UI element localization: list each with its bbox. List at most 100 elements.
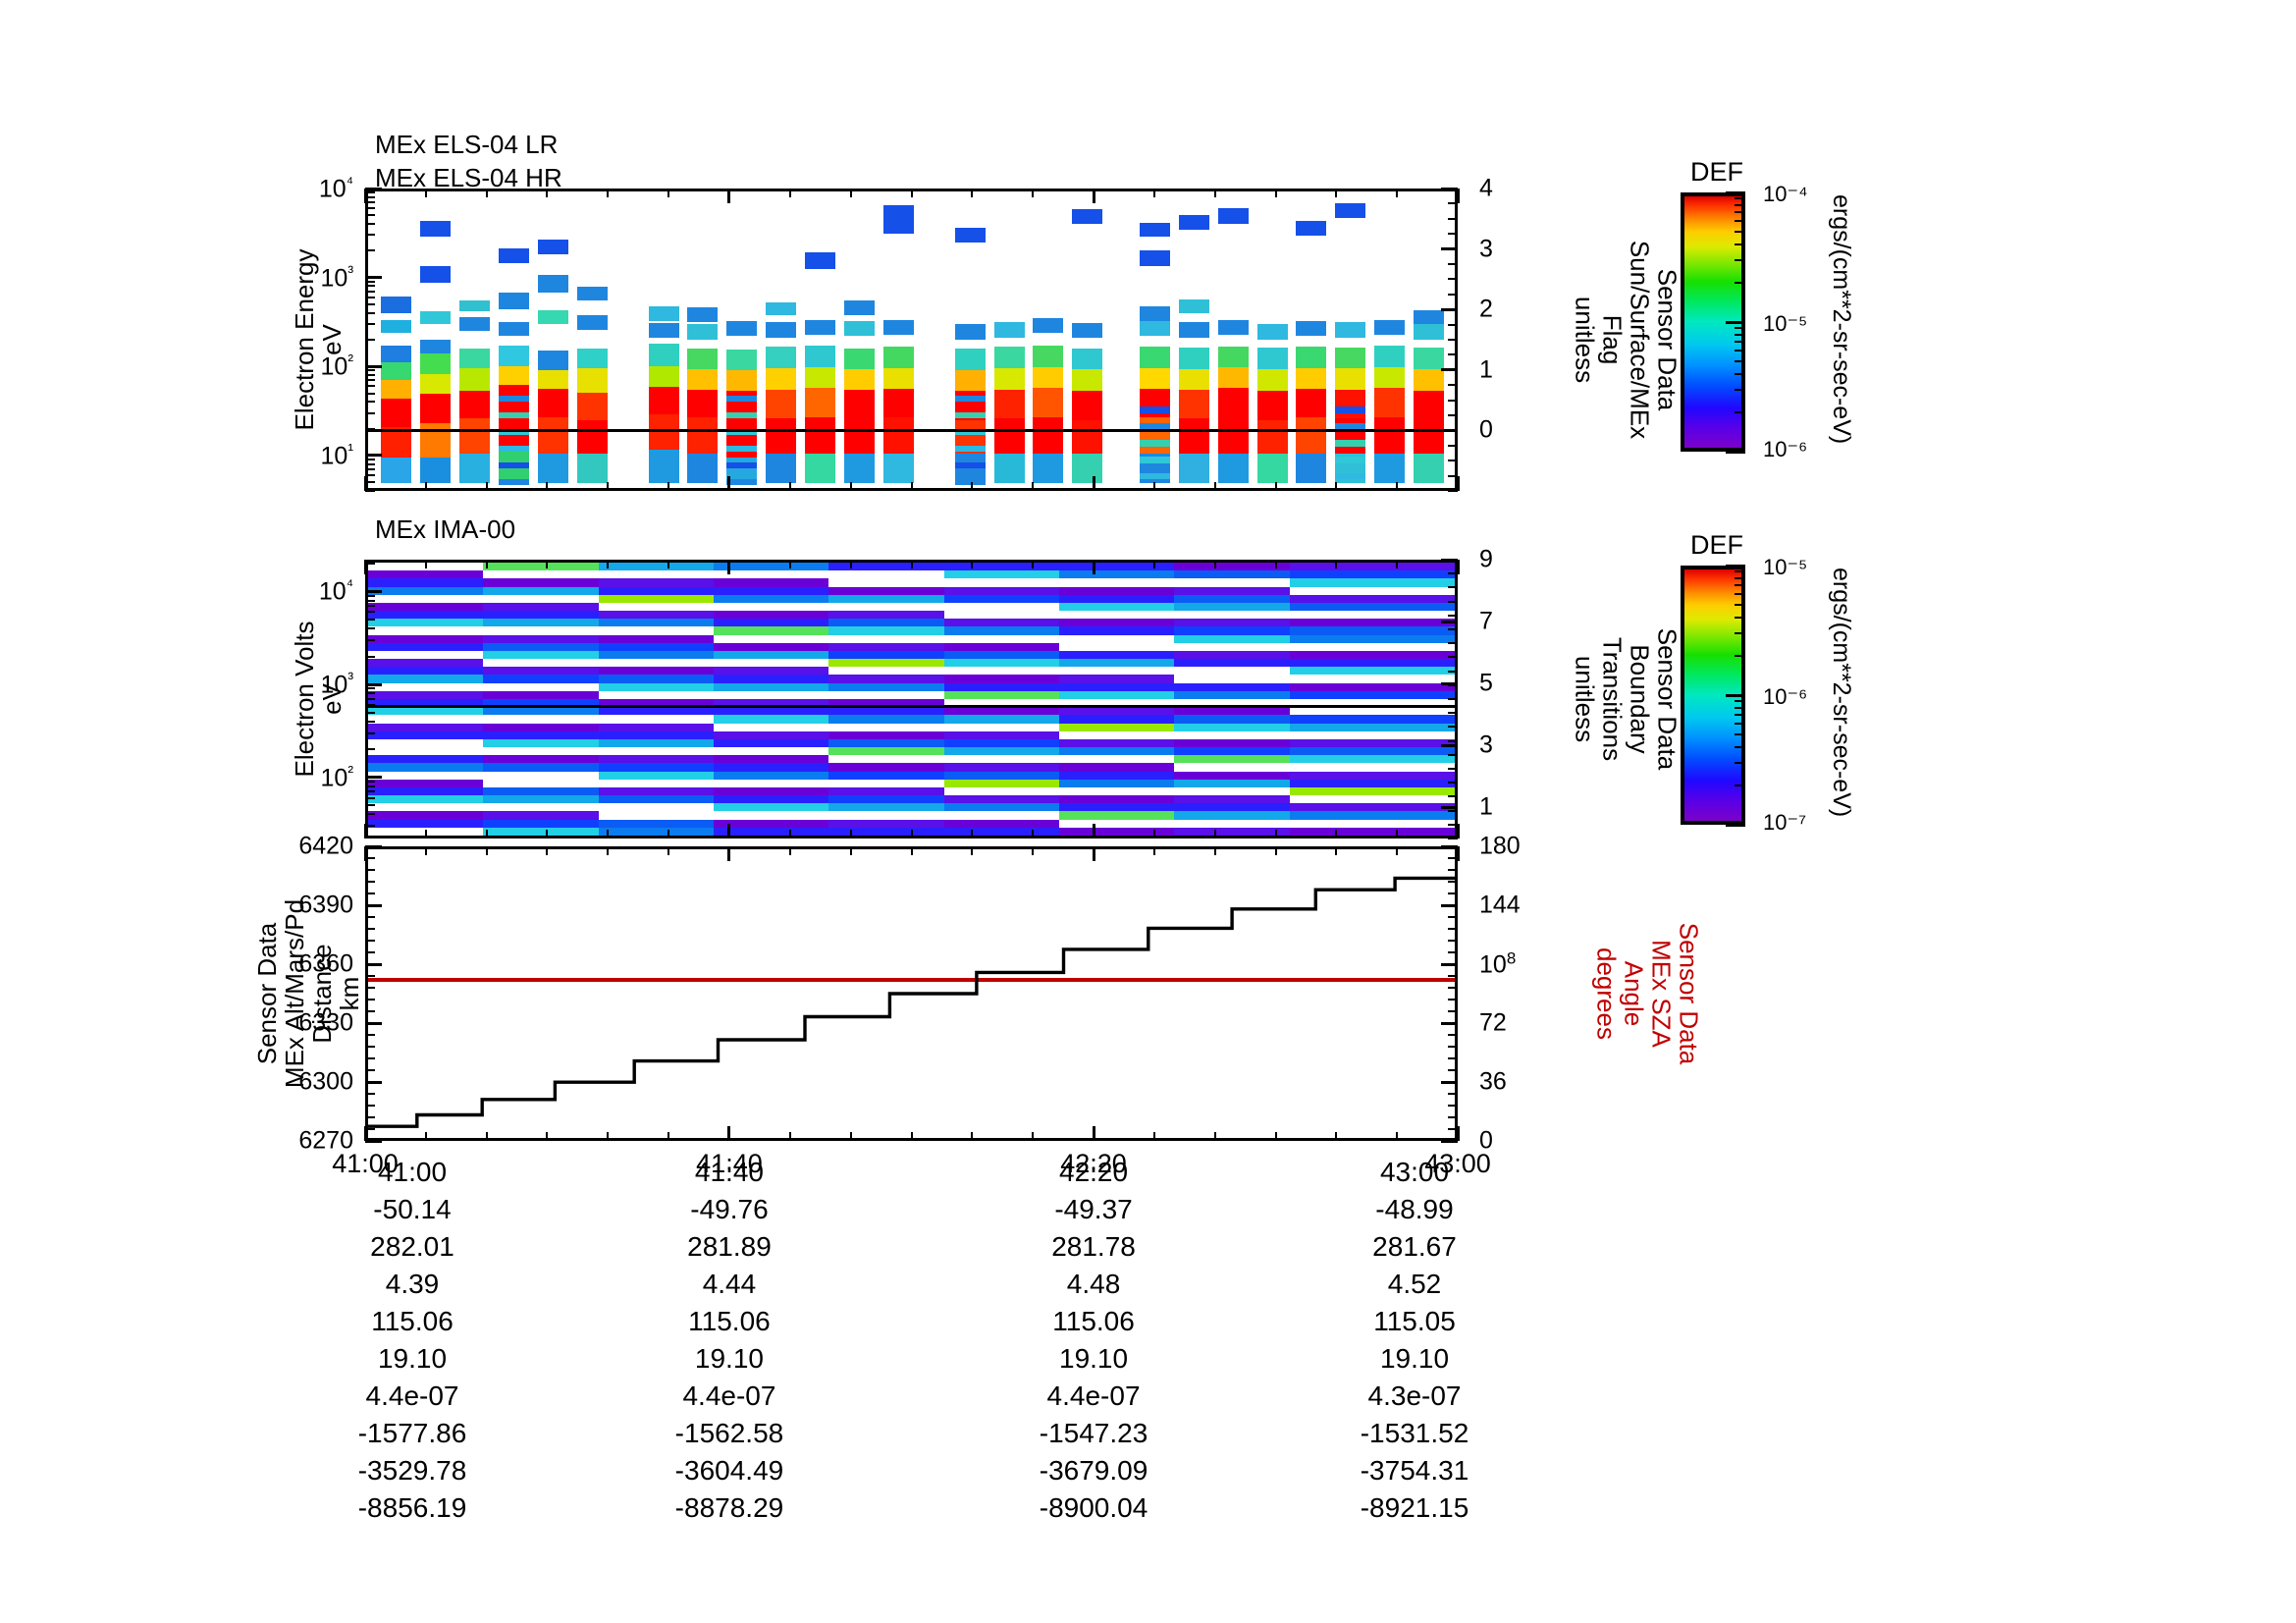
colorbar-els-box bbox=[1681, 192, 1745, 452]
param-value: 4.44 bbox=[702, 1269, 757, 1299]
p2l-l2: eV bbox=[317, 683, 347, 715]
param-value: 4.39 bbox=[385, 1269, 440, 1299]
panel-ima-spectrogram bbox=[365, 560, 1458, 839]
ytick-label-right: 72 bbox=[1479, 1008, 1507, 1037]
param-value: -3754.31 bbox=[1360, 1455, 1469, 1486]
param-value: 19.10 bbox=[694, 1343, 764, 1374]
p3r-l1: Sensor Data bbox=[1674, 922, 1704, 1065]
param-value: 19.10 bbox=[377, 1343, 448, 1374]
param-value: 41:40 bbox=[694, 1157, 764, 1187]
ytick-label-right: 1 bbox=[1479, 792, 1493, 821]
ytick-label-right: 0 bbox=[1479, 1126, 1493, 1155]
param-row: PdLat (deg)-50.14-49.76-49.37-48.99 bbox=[0, 1194, 1531, 1231]
ytick-label: 6420 bbox=[298, 832, 353, 860]
param-value: 281.67 bbox=[1372, 1231, 1457, 1262]
panel1-left-axis-line1: Electron Energy bbox=[290, 248, 319, 431]
param-value: -3529.78 bbox=[357, 1455, 467, 1486]
param-value: 115.06 bbox=[688, 1306, 771, 1336]
param-value: 4.4e-07 bbox=[365, 1380, 459, 1411]
param-row: X-rays (W/m**2)4.4e-074.4e-074.4e-074.3e… bbox=[0, 1380, 1531, 1418]
ytick-label-right: 0 bbox=[1479, 415, 1493, 444]
param-value: -1577.86 bbox=[357, 1418, 467, 1448]
param-value: 281.89 bbox=[687, 1231, 772, 1262]
param-row: MSOX (km)-1577.86-1562.58-1547.23-1531.5… bbox=[0, 1418, 1531, 1455]
colorbar-els-unit: ergs/(cm**2-sr-sec-eV) bbox=[1828, 194, 1855, 445]
param-row: MSOZ (km)-8856.19-8878.29-8900.04-8921.1… bbox=[0, 1492, 1531, 1530]
ytick-label-right: 3 bbox=[1479, 730, 1493, 759]
ytick-label: 10¹ bbox=[320, 440, 353, 470]
param-value: 19.10 bbox=[1379, 1343, 1450, 1374]
param-row: LST (hr)4.394.444.484.52 bbox=[0, 1269, 1531, 1306]
param-value: -8921.15 bbox=[1360, 1492, 1469, 1523]
p1r-l1: Sensor Data bbox=[1652, 268, 1682, 411]
p3r-l2: MEx SZA bbox=[1646, 940, 1677, 1048]
param-value: 281.78 bbox=[1051, 1231, 1136, 1262]
colorbar-els-top-label: 10⁻⁴ bbox=[1763, 182, 1808, 206]
p3l-l3: Distance bbox=[307, 944, 338, 1044]
p3r-l3: Angle bbox=[1619, 960, 1649, 1027]
colorbar-ima-gradient bbox=[1684, 569, 1741, 821]
colorbar-ima-top-label: 10⁻⁵ bbox=[1763, 555, 1808, 579]
panel1-right-axis-label: Sensor Data Sun/Surface/MEx Flag unitles… bbox=[1570, 240, 1682, 440]
param-value: 41:00 bbox=[377, 1157, 448, 1187]
p3l-l1: Sensor Data bbox=[252, 922, 282, 1065]
param-value: -3604.49 bbox=[674, 1455, 784, 1486]
param-value: -3679.09 bbox=[1039, 1455, 1148, 1486]
colorbar-els-mid-label: 10⁻⁵ bbox=[1763, 311, 1808, 336]
colorbar-ima-mid-label: 10⁻⁶ bbox=[1763, 684, 1808, 709]
param-value: -8900.04 bbox=[1039, 1492, 1148, 1523]
param-value: -1547.23 bbox=[1039, 1418, 1148, 1448]
ytick-label-right: 1 bbox=[1479, 355, 1493, 384]
ytick-label-right: 108 bbox=[1479, 948, 1517, 979]
param-value: 4.52 bbox=[1387, 1269, 1442, 1299]
param-value: 115.06 bbox=[371, 1306, 454, 1336]
p2r-l3: Transitions bbox=[1597, 636, 1628, 762]
panel1-left-axis-label: Electron Energy eV bbox=[290, 248, 347, 431]
param-value: 115.06 bbox=[1052, 1306, 1135, 1336]
colorbar-els-bottom-label: 10⁻⁶ bbox=[1763, 437, 1808, 461]
param-value: -49.37 bbox=[1054, 1194, 1133, 1224]
panel1-left-axis-line2: eV bbox=[317, 324, 347, 355]
ytick-label-right: 3 bbox=[1479, 235, 1493, 263]
param-value: 4.4e-07 bbox=[682, 1380, 776, 1411]
colorbar-els-title: DEF bbox=[1690, 157, 1743, 187]
p3r-l4: degrees bbox=[1591, 947, 1622, 1040]
ytick-label-right: 144 bbox=[1479, 891, 1521, 919]
param-value: 43:00 bbox=[1379, 1157, 1450, 1187]
panel2-right-axis-label: Sensor Data Boundary Transitions unitles… bbox=[1570, 627, 1682, 771]
ytick-label-right: 9 bbox=[1479, 545, 1493, 573]
param-value: -8878.29 bbox=[674, 1492, 784, 1523]
ytick-label-right: 7 bbox=[1479, 607, 1493, 635]
p2r-l1: Sensor Data bbox=[1652, 627, 1682, 771]
param-value: -1531.52 bbox=[1360, 1418, 1469, 1448]
param-value: 4.4e-07 bbox=[1046, 1380, 1141, 1411]
panel3-right-axis-label: Sensor Data MEx SZA Angle degrees bbox=[1591, 922, 1704, 1065]
colorbar-ima-box bbox=[1681, 566, 1745, 825]
ytick-label: 10⁴ bbox=[318, 575, 353, 607]
p2r-l4: unitless bbox=[1570, 655, 1600, 743]
param-value: 4.48 bbox=[1066, 1269, 1121, 1299]
ytick-label-right: 36 bbox=[1479, 1067, 1507, 1096]
colorbar-els-gradient bbox=[1684, 196, 1741, 448]
p1r-l2: Sun/Surface/MEx bbox=[1625, 240, 1655, 440]
ytick-label-right: 180 bbox=[1479, 832, 1521, 860]
panel2-title: MEx IMA-00 bbox=[375, 514, 516, 544]
p1r-l4: unitless bbox=[1570, 296, 1600, 384]
param-value: 19.10 bbox=[1058, 1343, 1129, 1374]
ytick-label-right: 5 bbox=[1479, 669, 1493, 697]
p3l-l4: km bbox=[335, 976, 365, 1011]
ytick-label-right: 4 bbox=[1479, 174, 1493, 202]
colorbar-ima-title: DEF bbox=[1690, 530, 1743, 560]
param-value: -49.76 bbox=[690, 1194, 769, 1224]
panel-els-spectrogram bbox=[365, 189, 1458, 491]
ytick-label: 6270 bbox=[298, 1126, 353, 1155]
param-value: -48.99 bbox=[1375, 1194, 1454, 1224]
ytick-label-right: 2 bbox=[1479, 295, 1493, 323]
colorbar-ima-bottom-label: 10⁻⁷ bbox=[1763, 810, 1807, 835]
param-value: -8856.19 bbox=[357, 1492, 467, 1523]
